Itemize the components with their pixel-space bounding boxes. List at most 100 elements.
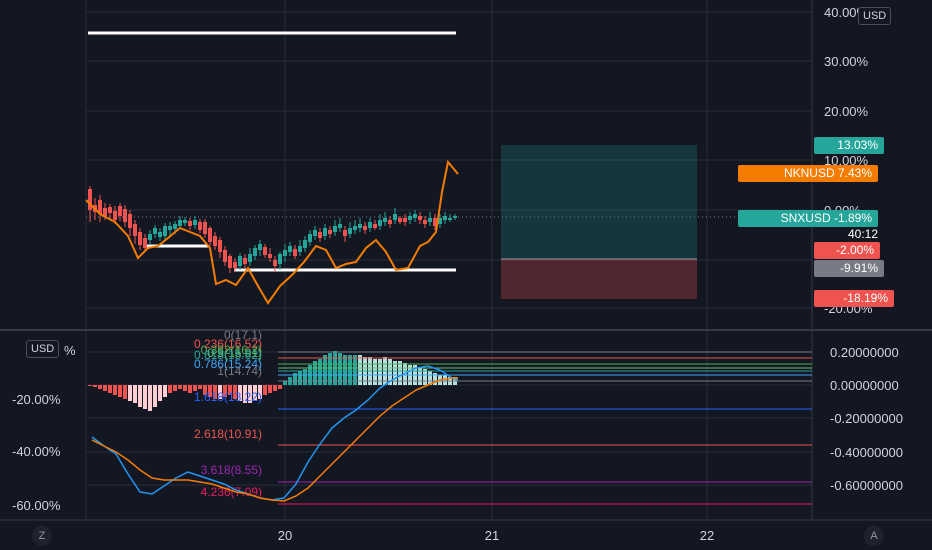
osc-right-tick-label: 0.00000000: [830, 378, 899, 393]
price-label-entry: -2.00%: [836, 243, 874, 257]
price-label-target-bg: [814, 137, 884, 154]
auto-scale-z-button[interactable]: Z: [32, 526, 52, 546]
histogram-bar: [228, 385, 232, 395]
histogram-bar: [298, 371, 302, 385]
price-label-level-bg: [814, 260, 884, 277]
fib-level-label: 1.618(13.22): [194, 390, 262, 404]
candle-body: [173, 224, 177, 229]
candle-body: [433, 218, 437, 226]
candle-body: [403, 218, 407, 222]
candle-body: [383, 218, 387, 222]
histogram-bar: [223, 385, 227, 397]
histogram-bar: [123, 385, 127, 399]
histogram-bar: [183, 385, 187, 391]
candle-body: [198, 222, 202, 230]
price-label-nknusd: NKNUSD 7.43%: [784, 166, 872, 180]
histogram-bar: [213, 385, 217, 399]
candle-body: [218, 240, 222, 252]
fib-level-label: 0.236(16.52): [194, 337, 262, 351]
oscillator-currency-button[interactable]: USD: [26, 340, 60, 358]
histogram-bar: [238, 385, 242, 401]
candle-body: [233, 262, 237, 268]
candle-body: [338, 224, 342, 228]
fib-level-label: 0(17.1): [224, 328, 262, 342]
auto-scale-a-button[interactable]: A: [864, 526, 884, 546]
osc-right-tick-label: 0.20000000: [830, 345, 899, 360]
fib-level-label: 2.618(10.91): [194, 427, 262, 441]
fib-level-label: 0.786(15.24): [194, 357, 262, 371]
histogram-bar: [358, 355, 362, 385]
histogram-bar: [373, 359, 377, 385]
histogram-bar: [198, 385, 202, 389]
position-profit-zone: [501, 145, 697, 259]
histogram-bar: [163, 385, 167, 397]
y-tick-label: 30.00%: [824, 54, 869, 69]
candle-body: [423, 220, 427, 224]
candle-body: [88, 189, 92, 210]
histogram-bar: [118, 385, 122, 397]
histogram-bar: [268, 385, 272, 393]
candle-body: [178, 220, 182, 226]
histogram-bar: [173, 385, 177, 391]
fib-level-label: 0.618(15.62): [194, 348, 262, 362]
histogram-bar: [153, 385, 157, 407]
candle-body: [413, 214, 417, 218]
histogram-bar: [348, 355, 352, 385]
position-loss-zone: [501, 259, 697, 299]
price-label-entry-bg: [814, 242, 880, 259]
candle-body: [348, 228, 352, 234]
fib-level-label: 4.236(7.09): [201, 485, 262, 499]
histogram-bar: [428, 371, 432, 385]
candle-body: [398, 218, 402, 222]
fib-level-label: 0.382(16.2): [201, 343, 262, 357]
candle-body: [183, 220, 187, 223]
candle-body: [163, 226, 167, 236]
candle-body: [313, 230, 317, 236]
candle-body: [208, 228, 212, 242]
candle-body: [283, 250, 287, 256]
candle-body: [238, 256, 242, 266]
macd-line: [91, 365, 459, 501]
candle-body: [228, 256, 232, 268]
candle-body: [343, 230, 347, 236]
candle-body: [98, 200, 102, 214]
candle-body: [328, 230, 332, 234]
candle-body: [393, 214, 397, 220]
histogram-bar: [208, 385, 212, 397]
candle-body: [203, 222, 207, 234]
histogram-bar: [98, 385, 102, 389]
candle-body: [363, 226, 367, 230]
y-tick-label: 40.00%: [824, 5, 869, 20]
candle-body: [223, 250, 227, 262]
candle-body: [243, 258, 247, 264]
candle-body: [298, 246, 302, 252]
candle-body: [418, 216, 422, 220]
histogram-bar: [378, 359, 382, 385]
osc-right-tick-label: -0.40000000: [830, 445, 903, 460]
series-line-nknusd: [85, 159, 459, 305]
histogram-bar: [203, 385, 207, 395]
candle-body: [333, 226, 337, 232]
histogram-bar: [388, 359, 392, 385]
candle-body: [438, 218, 442, 224]
histogram-bar: [113, 385, 117, 395]
osc-right-tick-label: -0.60000000: [830, 478, 903, 493]
candle-body: [253, 248, 257, 256]
histogram-bar: [108, 385, 112, 393]
x-tick-label: 21: [485, 528, 499, 543]
histogram-bar: [273, 385, 277, 391]
candle-body: [278, 254, 282, 264]
candle-body: [428, 218, 432, 222]
histogram-bar: [258, 385, 262, 399]
candle-body: [108, 207, 112, 213]
candle-body: [268, 254, 272, 258]
histogram-bar: [168, 385, 172, 393]
fib-level-label: 1(14.74): [217, 364, 262, 378]
histogram-bar: [328, 353, 332, 385]
histogram-bar: [148, 385, 152, 411]
osc-left-tick-label: -40.00%: [12, 444, 61, 459]
price-currency-button[interactable]: USD: [858, 7, 892, 25]
candle-body: [168, 226, 172, 230]
